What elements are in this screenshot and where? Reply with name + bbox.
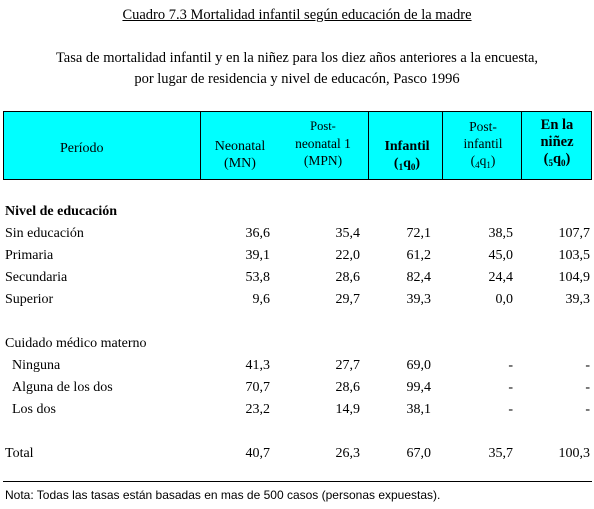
header-en-la-ninez: En la niñez (5q0) [540,117,574,168]
table-row: Primaria 39,1 22,0 61,2 45,0 103,5 [5,248,590,263]
table-row: Los dos 23,2 14,9 38,1 - - [12,402,590,417]
header-divider [200,111,201,180]
header-period: Período [60,141,104,156]
table-row: Superior 9,6 29,7 39,3 0,0 39,3 [5,292,590,307]
table-note: Nota: Todas las tasas están basadas en m… [5,488,441,502]
table-row: Sin educación 36,6 35,4 72,1 38,5 107,7 [5,226,590,241]
header-divider [521,111,522,180]
header-post-neonatal: Post- neonatal 1 (MPN) [295,119,351,168]
header-neonatal: Neonatal (MN) [214,139,266,171]
table-title: Cuadro 7.3 Mortalidad infantil según edu… [122,7,472,23]
table-header [3,111,592,180]
header-divider [591,111,592,180]
header-post-infantil: Post- infantil (4q1) [463,119,503,170]
header-divider [442,111,443,180]
header-infantil: Infantil (1q0) [384,139,430,172]
table-row: Ninguna 41,3 27,7 69,0 - - [12,358,590,373]
subtitle-line-2: por lugar de residencia y nivel de educa… [134,71,460,87]
table-bottom-rule [3,481,592,482]
table-row: Alguna de los dos 70,7 28,6 99,4 - - [12,380,590,395]
header-divider [368,111,369,180]
subtitle-line-1: Tasa de mortalidad infantil y en la niñe… [55,50,539,66]
table-row: Secundaria 53,8 28,6 82,4 24,4 104,9 [5,270,590,285]
table-row-total: Total 40,7 26,3 67,0 35,7 100,3 [5,446,590,461]
section-care-heading: Cuidado médico materno [5,336,147,351]
section-education-heading: Nivel de educación [5,204,117,219]
